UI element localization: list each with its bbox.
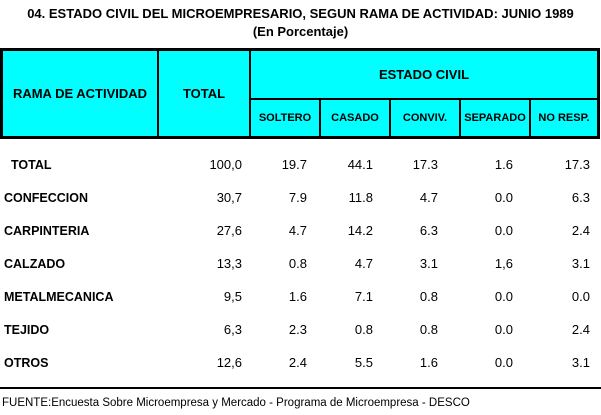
cell-soltero: 0.8 bbox=[288, 256, 307, 271]
sub-header-row: SOLTERO CASADO CONVIV. SEPARADO NO RESP. bbox=[251, 100, 597, 136]
column-group-estado-civil: ESTADO CIVIL SOLTERO CASADO CONVIV. SEPA… bbox=[251, 51, 597, 136]
cell-separado: 0.0 bbox=[494, 190, 513, 205]
table-row: CALZADO 13,3 0.8 4.7 3.1 1,6 3.1 bbox=[0, 247, 601, 280]
cell-total: 27,6 bbox=[216, 223, 242, 238]
column-header-separado: SEPARADO bbox=[461, 100, 531, 136]
cell-soltero: 19.7 bbox=[281, 157, 307, 172]
cell-no-resp: 0.0 bbox=[571, 289, 590, 304]
page-subtitle: (En Porcentaje) bbox=[252, 24, 349, 39]
cell-soltero: 2.4 bbox=[288, 355, 307, 370]
cell-no-resp: 2.4 bbox=[571, 322, 590, 337]
table-row: OTROS 12,6 2.4 5.5 1.6 0.0 3.1 bbox=[0, 346, 601, 379]
cell-casado: 0.8 bbox=[354, 322, 373, 337]
source-note: FUENTE:Encuesta Sobre Microempresa y Mer… bbox=[2, 397, 470, 409]
row-label: CALZADO bbox=[4, 256, 66, 271]
cell-casado: 14.2 bbox=[347, 223, 373, 238]
row-label: METALMECANICA bbox=[4, 289, 114, 304]
row-label: CARPINTERIA bbox=[4, 223, 90, 238]
cell-no-resp: 17.3 bbox=[564, 157, 590, 172]
cell-no-resp: 3.1 bbox=[571, 256, 590, 271]
cell-soltero: 2.3 bbox=[288, 322, 307, 337]
cell-casado: 44.1 bbox=[347, 157, 373, 172]
column-header-rama-de-actividad: RAMA DE ACTIVIDAD bbox=[3, 51, 159, 136]
column-header-casado: CASADO bbox=[321, 100, 391, 136]
cell-separado: 0.0 bbox=[494, 355, 513, 370]
row-label: CONFECCION bbox=[4, 190, 89, 205]
cell-total: 30,7 bbox=[216, 190, 242, 205]
cell-casado: 4.7 bbox=[354, 256, 373, 271]
cell-no-resp: 6.3 bbox=[571, 190, 590, 205]
table-row: METALMECANICA 9,5 1.6 7.1 0.8 0.0 0.0 bbox=[0, 280, 601, 313]
group-header-label: ESTADO CIVIL bbox=[251, 51, 597, 100]
column-header-no-resp: NO RESP. bbox=[538, 112, 590, 124]
table-body: TOTAL 100,0 19.7 44.1 17.3 1.6 17.3 CONF… bbox=[0, 139, 601, 379]
cell-total: 13,3 bbox=[216, 256, 242, 271]
cell-casado: 7.1 bbox=[354, 289, 373, 304]
cell-soltero: 4.7 bbox=[288, 223, 307, 238]
cell-separado: 0.0 bbox=[494, 289, 513, 304]
table-row: CONFECCION 30,7 7.9 11.8 4.7 0.0 6.3 bbox=[0, 181, 601, 214]
table-row: CARPINTERIA 27,6 4.7 14.2 6.3 0.0 2.4 bbox=[0, 214, 601, 247]
table-row: TEJIDO 6,3 2.3 0.8 0.8 0.0 2.4 bbox=[0, 313, 601, 346]
column-header-soltero: SOLTERO bbox=[251, 100, 321, 136]
cell-conviv: 1.6 bbox=[419, 355, 438, 370]
column-header-total: TOTAL bbox=[159, 51, 251, 136]
cell-total: 6,3 bbox=[223, 322, 242, 337]
cell-conviv: 3.1 bbox=[419, 256, 438, 271]
row-label: TOTAL bbox=[11, 157, 52, 172]
cell-conviv: 0.8 bbox=[419, 289, 438, 304]
column-header-conviv: CONVIV. bbox=[391, 100, 461, 136]
cell-no-resp: 2.4 bbox=[571, 223, 590, 238]
cell-casado: 5.5 bbox=[354, 355, 373, 370]
page-title: 04. ESTADO CIVIL DEL MICROEMPRESARIO, SE… bbox=[27, 6, 574, 21]
cell-soltero: 1.6 bbox=[288, 289, 307, 304]
table-header: RAMA DE ACTIVIDAD TOTAL ESTADO CIVIL SOL… bbox=[0, 48, 600, 139]
cell-separado: 0.0 bbox=[494, 322, 513, 337]
cell-total: 100,0 bbox=[209, 157, 242, 172]
cell-separado: 0.0 bbox=[494, 223, 513, 238]
cell-casado: 11.8 bbox=[348, 190, 373, 205]
cell-total: 12,6 bbox=[216, 355, 242, 370]
cell-total: 9,5 bbox=[223, 289, 242, 304]
row-label: TEJIDO bbox=[4, 322, 50, 337]
cell-separado: 1.6 bbox=[494, 157, 513, 172]
cell-conviv: 4.7 bbox=[419, 190, 438, 205]
footer-divider bbox=[0, 387, 601, 389]
table-row: TOTAL 100,0 19.7 44.1 17.3 1.6 17.3 bbox=[0, 148, 601, 181]
cell-separado: 1,6 bbox=[494, 256, 513, 271]
cell-conviv: 0.8 bbox=[419, 322, 438, 337]
row-label: OTROS bbox=[4, 355, 49, 370]
cell-conviv: 17.3 bbox=[412, 157, 438, 172]
cell-soltero: 7.9 bbox=[288, 190, 307, 205]
cell-no-resp: 3.1 bbox=[571, 355, 590, 370]
cell-conviv: 6.3 bbox=[419, 223, 438, 238]
